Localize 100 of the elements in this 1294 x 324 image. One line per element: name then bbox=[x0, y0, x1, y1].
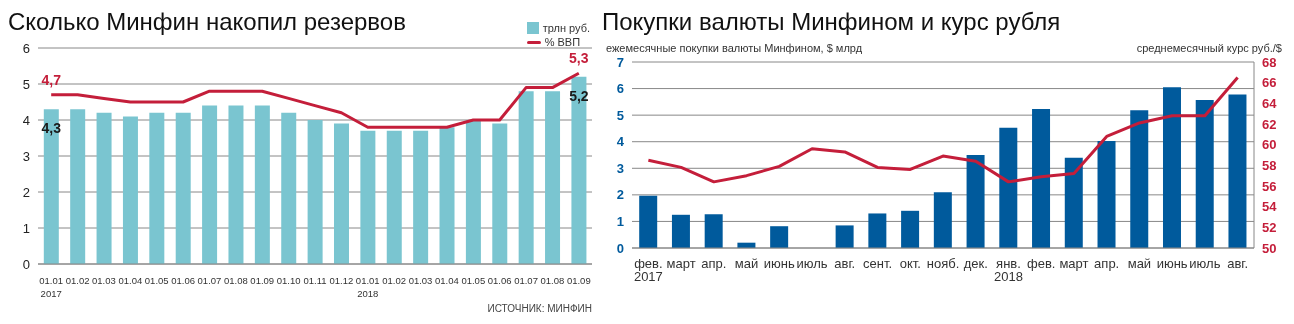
bar bbox=[770, 226, 789, 248]
bar bbox=[1097, 140, 1116, 248]
x-tick-label: янв. 2018 bbox=[994, 256, 1023, 284]
y2-tick-label: 68 bbox=[1262, 54, 1277, 70]
x-tick-label: 01.01 2018 bbox=[355, 275, 380, 299]
bar bbox=[1195, 100, 1214, 248]
bar bbox=[704, 214, 723, 248]
bar bbox=[966, 155, 985, 248]
y-tick-label: 1 bbox=[22, 220, 30, 236]
y2-tick-label: 50 bbox=[1262, 240, 1277, 256]
bar bbox=[671, 214, 690, 248]
x-tick-label: май bbox=[1127, 256, 1152, 271]
y-tick-label: 2 bbox=[22, 184, 30, 200]
y2-tick-label: 58 bbox=[1262, 157, 1277, 173]
x-tick-label: июнь bbox=[763, 256, 796, 271]
bar bbox=[439, 127, 455, 264]
y-tick-label: 3 bbox=[22, 148, 30, 164]
x-tick-label: фев. bbox=[1026, 256, 1056, 271]
y-tick-label: 7 bbox=[616, 54, 624, 70]
y2-tick-label: 60 bbox=[1262, 137, 1277, 153]
x-tick-label: 01.02 bbox=[65, 275, 90, 286]
x-tick-label: 01.04 bbox=[118, 275, 143, 286]
bar bbox=[933, 192, 952, 248]
x-tick-label: 01.09 bbox=[566, 275, 591, 286]
y2-axis-title: среднемесячный курс руб./$ bbox=[1136, 42, 1282, 56]
y2-tick-label: 62 bbox=[1262, 116, 1277, 132]
y-tick-label: 5 bbox=[22, 76, 30, 92]
x-tick-label: дек. bbox=[963, 256, 988, 271]
bar bbox=[175, 112, 191, 264]
x-tick-label: 01.05 bbox=[144, 275, 169, 286]
x-tick-label: апр. bbox=[1094, 256, 1120, 271]
bar bbox=[1130, 110, 1149, 248]
y-tick-label: 6 bbox=[22, 40, 30, 56]
y-tick-label: 3 bbox=[616, 160, 624, 176]
bar bbox=[360, 130, 376, 264]
bar bbox=[254, 105, 270, 264]
bar bbox=[386, 130, 402, 264]
text: ИСТОЧНИК: МИНФИН bbox=[487, 303, 592, 314]
bar bbox=[333, 123, 349, 264]
legend-label: трлн руб. bbox=[542, 22, 590, 34]
chart-title: Покупки валюты Минфином и курс рубля bbox=[602, 8, 1062, 37]
x-tick-label: окт. bbox=[899, 256, 921, 271]
x-tick-label: 01.02 bbox=[382, 275, 407, 286]
x-tick-label: 01.08 bbox=[223, 275, 248, 286]
data-label: 4,7 bbox=[41, 71, 62, 88]
bar bbox=[43, 109, 59, 264]
x-tick-label: фев. 2017 bbox=[633, 256, 663, 284]
y2-tick-label: 64 bbox=[1262, 95, 1278, 111]
bar bbox=[1032, 109, 1051, 248]
x-tick-label: сент. bbox=[863, 256, 893, 271]
bar bbox=[901, 210, 920, 248]
x-tick-label: март bbox=[666, 256, 696, 271]
bar bbox=[639, 195, 658, 248]
bar bbox=[202, 105, 218, 264]
bar bbox=[228, 105, 244, 264]
y2-tick-label: 54 bbox=[1262, 199, 1278, 215]
x-tick-label: 01.05 bbox=[461, 275, 486, 286]
x-tick-label: 01.07 bbox=[197, 275, 222, 286]
x-tick-label: 01.12 bbox=[329, 275, 354, 286]
x-tick-label: апр. bbox=[701, 256, 727, 271]
y-tick-label: 2 bbox=[616, 187, 624, 203]
y2-tick-label: 56 bbox=[1262, 178, 1277, 194]
x-tick-label: март bbox=[1059, 256, 1089, 271]
y-tick-label: 0 bbox=[22, 256, 30, 272]
bar bbox=[1228, 94, 1247, 248]
y-tick-label: 6 bbox=[616, 81, 624, 97]
line-series bbox=[646, 76, 1240, 184]
y-tick-label: 5 bbox=[616, 107, 624, 123]
bar bbox=[999, 127, 1018, 248]
x-tick-label: 01.10 bbox=[276, 275, 301, 286]
y-tick-label: 4 bbox=[616, 134, 625, 150]
x-tick-label: авг. bbox=[834, 256, 856, 271]
bar bbox=[868, 213, 887, 248]
x-tick-label: 01.11 bbox=[303, 275, 327, 286]
y-tick-label: 1 bbox=[616, 214, 624, 230]
y-tick-label: 0 bbox=[616, 240, 624, 256]
chart-title: Сколько Минфин накопил резервов bbox=[8, 8, 406, 35]
x-tick-label: 01.04 bbox=[435, 275, 459, 286]
bar bbox=[571, 76, 587, 264]
bar bbox=[518, 91, 534, 264]
x-tick-label: июль bbox=[796, 256, 828, 271]
data-label: 5,3 bbox=[569, 50, 589, 67]
x-tick-label: 01.03 bbox=[408, 275, 433, 286]
x-tick-label: 01.03 bbox=[92, 275, 116, 286]
x-tick-label: июнь bbox=[1156, 256, 1188, 271]
bar bbox=[492, 123, 508, 264]
bar bbox=[1162, 87, 1181, 248]
x-tick-label: май bbox=[734, 256, 759, 271]
bar bbox=[281, 112, 297, 264]
bar bbox=[122, 116, 138, 264]
x-tick-label: 01.08 bbox=[540, 275, 565, 286]
x-tick-label: 01.07 bbox=[514, 275, 538, 286]
x-tick-label: июль bbox=[1189, 256, 1221, 271]
legend-label: % ВВП bbox=[544, 36, 581, 48]
x-tick-label: авг. bbox=[1227, 256, 1249, 271]
bar bbox=[835, 225, 854, 248]
bar bbox=[70, 109, 86, 264]
x-tick-label: 01.09 bbox=[250, 275, 275, 286]
bar bbox=[149, 112, 165, 264]
x-tick-label: 01.01 2017 bbox=[39, 275, 64, 299]
